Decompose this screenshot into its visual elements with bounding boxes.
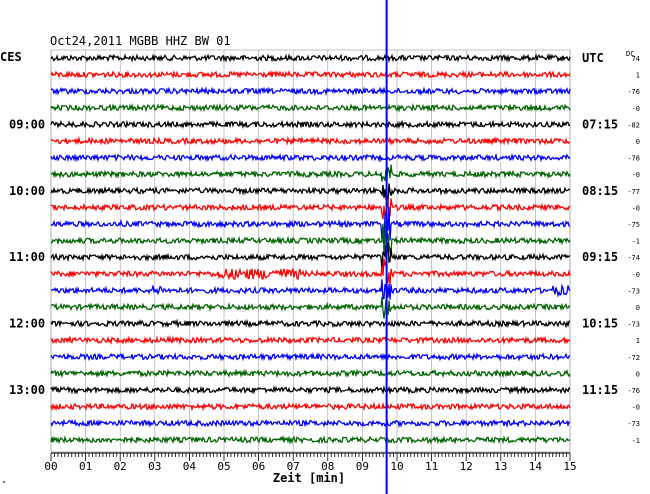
trace-row-18 xyxy=(50,351,571,362)
dc-offset-label: -0 xyxy=(632,171,640,179)
dc-offset-label: 74 xyxy=(632,55,640,63)
trace-row-15 xyxy=(50,296,571,319)
dc-offset-label: -77 xyxy=(627,188,640,196)
dc-offset-label: -0 xyxy=(632,271,640,279)
dc-offset-label: 0 xyxy=(636,304,640,312)
dc-offset-label: -1 xyxy=(632,437,640,445)
x-tick-label: 08 xyxy=(321,460,334,473)
right-time-label: 07:15 xyxy=(582,117,618,131)
x-tick-label: 15 xyxy=(563,460,576,473)
grid-lines xyxy=(50,49,571,453)
x-tick-label: 10 xyxy=(390,460,403,473)
left-time-label: 12:00 xyxy=(9,317,45,331)
left-time-label: 09:00 xyxy=(9,117,45,131)
trace-row-22 xyxy=(50,418,571,429)
trace-row-21 xyxy=(50,401,571,412)
right-time-labels: UTC 07:15 08:15 09:15 10:15 11:15 xyxy=(582,51,618,397)
trace-row-9 xyxy=(50,196,571,220)
left-time-label: 11:00 xyxy=(9,250,45,264)
trace-row-8 xyxy=(50,183,571,204)
x-tick-label: 05 xyxy=(217,460,230,473)
dc-offset-label: -0 xyxy=(632,404,640,412)
x-axis: 00 01 02 03 04 05 06 07 08 09 10 11 12 13 14 15 xyxy=(44,452,577,473)
dc-offset-labels: 74 1 -76 -0 -82 0 -78 -0 -77 -0 -75 -1 -74 -0 -73 0 -73 1… xyxy=(627,55,640,445)
x-tick-label: 01 xyxy=(79,460,92,473)
dc-offset-label: -82 xyxy=(627,121,640,129)
left-time-label: 13:00 xyxy=(9,383,45,397)
dc-offset-label: -76 xyxy=(627,88,640,96)
trace-row-12 xyxy=(50,242,571,272)
dc-offset-label: -72 xyxy=(627,354,640,362)
trace-row-5 xyxy=(50,135,571,146)
right-time-label: 10:15 xyxy=(582,317,618,331)
x-tick-label: 12 xyxy=(460,460,473,473)
x-tick-label: 07 xyxy=(287,460,300,473)
dc-offset-label: -73 xyxy=(627,287,640,295)
right-time-label: UTC xyxy=(582,51,604,65)
trace-row-11 xyxy=(50,220,571,254)
x-tick-label: 13 xyxy=(494,460,507,473)
x-tick-label: 09 xyxy=(356,460,369,473)
dc-offset-label: -73 xyxy=(627,420,640,428)
trace-row-1 xyxy=(50,69,571,80)
trace-row-20 xyxy=(50,385,571,395)
x-tick-label: 06 xyxy=(252,460,265,473)
corner-mark: " xyxy=(2,480,6,488)
trace-row-4 xyxy=(50,119,570,130)
dc-offset-label: 1 xyxy=(636,337,640,345)
trace-row-17 xyxy=(50,335,571,346)
dc-offset-label: -74 xyxy=(627,254,640,262)
dc-offset-label: -73 xyxy=(627,321,640,329)
dc-offset-label: 0 xyxy=(636,138,640,146)
x-axis-title: Zeit [min] xyxy=(273,471,345,485)
x-tick-label: 03 xyxy=(148,460,161,473)
dc-offset-label: -0 xyxy=(632,204,640,212)
left-zone-label: CES xyxy=(0,50,22,64)
trace-row-2 xyxy=(50,86,571,97)
dc-offset-label: 1 xyxy=(636,72,640,80)
x-tick-label: 14 xyxy=(529,460,543,473)
trace-row-10 xyxy=(50,206,571,241)
dc-offset-label: -1 xyxy=(632,238,640,246)
left-time-labels: 09:00 10:00 11:00 12:00 13:00 xyxy=(9,117,45,397)
seismic-traces xyxy=(50,53,571,445)
trace-row-0 xyxy=(50,53,571,64)
dc-offset-label: -76 xyxy=(627,387,640,395)
dc-offset-label: -78 xyxy=(627,155,640,163)
x-tick-label: 11 xyxy=(425,460,438,473)
x-tick-label: 02 xyxy=(114,460,127,473)
dc-offset-label: 0 xyxy=(636,370,640,378)
dc-offset-label: -0 xyxy=(632,105,640,113)
x-tick-label: 00 xyxy=(44,460,57,473)
x-tick-label: 04 xyxy=(183,460,197,473)
trace-row-3 xyxy=(50,102,571,113)
right-time-label: 09:15 xyxy=(582,250,618,264)
chart-title: Oct24,2011 MGBB HHZ BW 01 xyxy=(50,34,231,48)
trace-row-16 xyxy=(50,318,571,329)
dc-offset-label: -75 xyxy=(627,221,640,229)
trace-row-19 xyxy=(50,368,571,379)
trace-row-14 xyxy=(50,279,571,300)
trace-row-7 xyxy=(50,164,571,182)
right-time-label: 08:15 xyxy=(582,184,618,198)
right-time-label: 11:15 xyxy=(582,383,618,397)
dc-header-label: DC xyxy=(626,50,634,58)
trace-row-13 xyxy=(50,258,571,285)
trace-row-23 xyxy=(50,434,571,445)
trace-row-6 xyxy=(50,152,571,163)
left-time-label: 10:00 xyxy=(9,184,45,198)
